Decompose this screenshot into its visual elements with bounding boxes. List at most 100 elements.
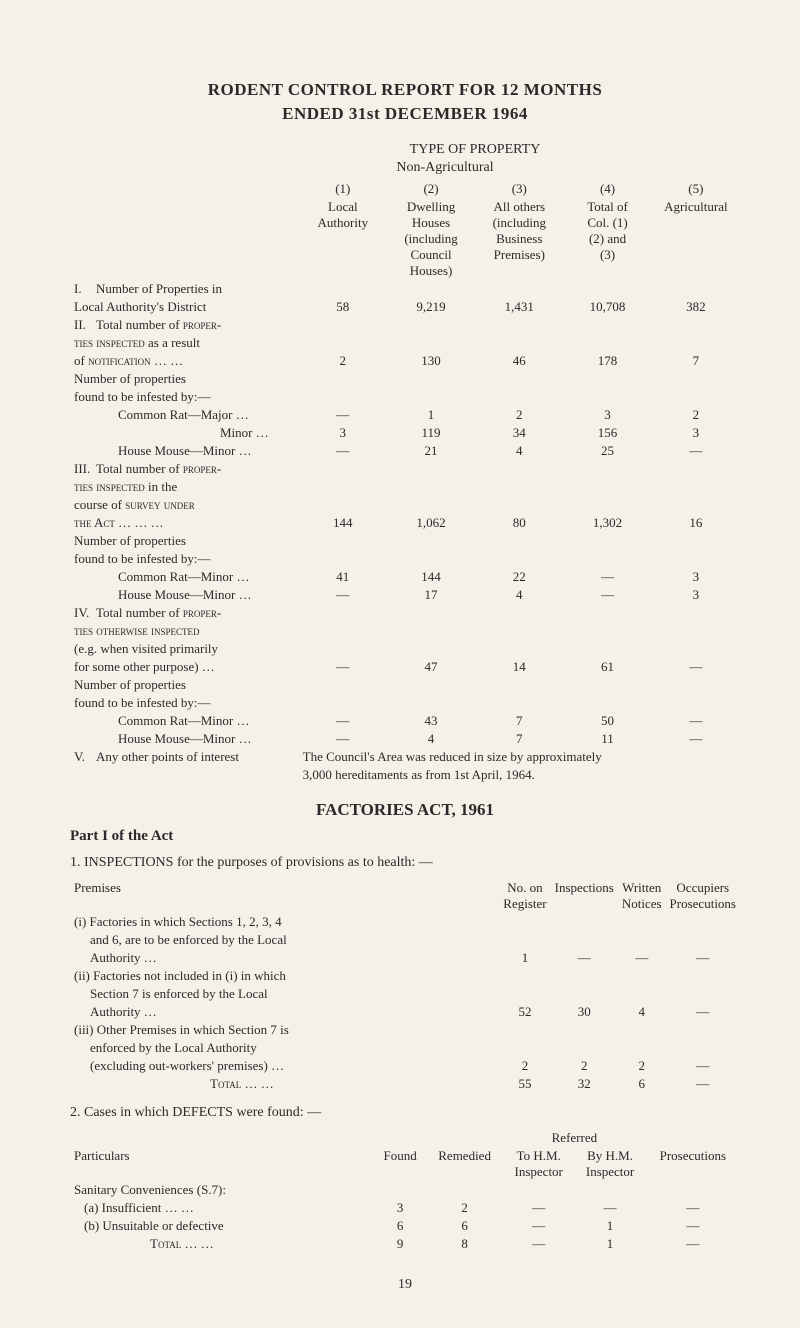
col1-num: (1) [299,180,387,198]
c3b: (including [493,215,546,230]
insp-i-1: (i) Factories in which Sections 1, 2, 3,… [70,913,499,931]
III-c4: 1,302 [563,514,651,532]
II-np2: found to be infested by:— [70,388,299,406]
table-row: (a) Insufficient … … 3 2 — — — [70,1199,740,1217]
IV-c3: 14 [475,658,563,676]
def-h-byhm: By H.M. [587,1148,633,1163]
c4a: Total of [587,199,628,214]
IV-lbl2: ties otherwise inspected [74,623,200,638]
table-row: found to be infested by:— [70,550,740,568]
table-row: Authority … 52 30 4 — [70,1003,740,1021]
table-row: of notification … … 2 130 46 178 7 [70,352,740,370]
def-h-rem: Remedied [426,1147,503,1181]
table-row: Sanitary Conveniences (S.7): [70,1181,740,1199]
II-c1: 2 [299,352,387,370]
IV-np2: found to be infested by:— [70,694,299,712]
def-tot-lbl: Total … … [150,1236,214,1251]
insp-h-prem: Premises [70,879,499,913]
def-a-3: — [574,1199,645,1217]
III-crmin-3: — [563,568,651,586]
III-crmin-1: 144 [387,568,475,586]
II-np: Number of properties [70,370,299,388]
IV-crmin-0: — [299,712,387,730]
III-np: Number of properties [70,532,299,550]
table-row: Total … … 55 32 6 — [70,1075,740,1093]
IV-hm-2: 7 [475,730,563,748]
I-c3: 1,431 [475,298,563,316]
def-h-insp2: Inspector [586,1164,634,1179]
IV-lbl4: for some other purpose) … [70,658,299,676]
III-c3: 80 [475,514,563,532]
part-1-head: Part I of the Act [70,828,740,845]
col5-h: Agricultural [652,198,740,280]
insp-ii-v2: 4 [618,1003,666,1021]
table-row: (b) Unsuitable or defective 6 6 — 1 — [70,1217,740,1235]
II-notif: notification [88,353,151,368]
def-b-2: — [503,1217,574,1235]
def-a-4: — [646,1199,740,1217]
III-np2: found to be infested by:— [70,550,299,568]
II-crmin-1: 119 [387,424,475,442]
insp-h-not: Notices [622,896,662,911]
insp-i-v3: — [666,949,740,967]
III-hm-2: 4 [475,586,563,604]
insp-i-v0: 1 [499,949,550,967]
II-hm-0: — [299,442,387,460]
IV-c4: 61 [563,658,651,676]
II-crmin-3: 156 [563,424,651,442]
insp-iii-3: (excluding out-workers' premises) … [70,1057,499,1075]
c4b: Col. (1) [587,215,627,230]
table-row: Authority … 1 — — — [70,949,740,967]
insp-ii-v1: 30 [551,1003,618,1021]
IV-hm-1: 4 [387,730,475,748]
IV-lbl3: (e.g. when visited primarily [70,640,299,658]
II-hm-4: — [652,442,740,460]
III-lbl2a: ties inspected [74,479,145,494]
table-row: (excluding out-workers' premises) … 2 2 … [70,1057,740,1075]
def-b-lbl: (b) Unsuitable or defective [70,1217,374,1235]
III-c1: 144 [299,514,387,532]
def-h-ref: Referred [503,1129,646,1147]
insp-tot-2: 6 [618,1075,666,1093]
table-row: IV.Total number of proper- [70,604,740,622]
rodent-table: (1) (2) (3) (4) (5) Local Authority Dwel… [70,180,740,784]
insp-iii-v3: — [666,1057,740,1075]
table-row: Common Rat—Major … — 1 2 3 2 [70,406,740,424]
table-row: 3,000 hereditaments as from 1st April, 1… [70,766,740,784]
III-crmin-2: 22 [475,568,563,586]
II-crmaj-2: 2 [475,406,563,424]
II-c4: 178 [563,352,651,370]
insp-h-reg: Register [503,896,546,911]
type-of-property-head: TYPE OF PROPERTY [210,142,740,158]
IV-crmin: Common Rat—Minor … [70,712,299,730]
II-crmin: Minor … [70,424,299,442]
insp-tot-1: 32 [551,1075,618,1093]
insp-iii-v2: 2 [618,1057,666,1075]
insp-tot-lbl: Total … … [210,1076,274,1091]
insp-h-no: No. on [507,880,542,895]
c4c: (2) and [589,231,626,246]
III-c2: 1,062 [387,514,475,532]
I-c2: 9,219 [387,298,475,316]
V-text1: The Council's Area was reduced in size b… [299,748,740,766]
def-a-1: 2 [426,1199,503,1217]
table-row: Common Rat—Minor … — 43 7 50 — [70,712,740,730]
col5-num: (5) [652,180,740,198]
III-lbl1: Total number of [96,461,183,476]
II-lbl3: of [74,353,88,368]
II-crmaj-0: — [299,406,387,424]
c3c: Business [496,231,542,246]
def-tot-0: 9 [374,1235,426,1253]
insp-i-v2: — [618,949,666,967]
roman-I: I. [74,281,96,297]
table-row: (i) Factories in which Sections 1, 2, 3,… [70,913,740,931]
IV-hm-4: — [652,730,740,748]
c2b: Houses [412,215,450,230]
IV-hm-0: — [299,730,387,748]
table-row: Common Rat—Minor … 41 144 22 — 3 [70,568,740,586]
III-lbl3: course of [74,497,125,512]
insp-i-v1: — [551,949,618,967]
IV-c2: 47 [387,658,475,676]
def-h-insp1: Inspector [515,1164,563,1179]
report-title-1: RODENT CONTROL REPORT FOR 12 MONTHS [70,80,740,100]
